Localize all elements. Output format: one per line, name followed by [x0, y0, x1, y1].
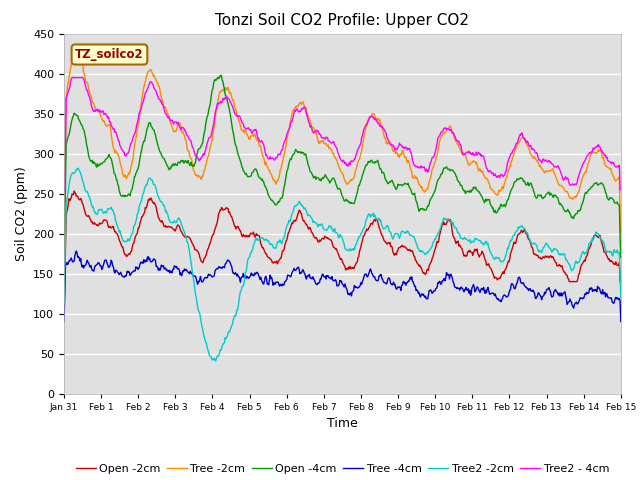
Open -2cm [617, 279, 625, 285]
Tree -4cm [72, 248, 80, 254]
Tree -2cm [256, 143, 264, 148]
Tree -2cm [72, 46, 79, 51]
Open -4cm [125, 192, 133, 197]
Tree -2cm [228, 97, 236, 103]
Tree2 - 4cm [60, 187, 68, 192]
Line: Open -2cm: Open -2cm [64, 191, 621, 282]
Open -4cm [217, 72, 225, 78]
Tree -2cm [126, 168, 134, 174]
Open -4cm [432, 185, 440, 191]
Tree -4cm [617, 319, 625, 324]
Text: TZ_soilco2: TZ_soilco2 [75, 48, 144, 61]
Tree2 - 4cm [401, 144, 408, 150]
Open -2cm [432, 244, 440, 250]
Open -4cm [60, 255, 68, 261]
Tree -2cm [432, 157, 440, 163]
Tree -4cm [277, 281, 285, 287]
Tree2 -2cm [60, 299, 68, 305]
Open -2cm [70, 188, 78, 194]
Tree -4cm [228, 268, 236, 274]
Open -2cm [126, 251, 134, 256]
Open -2cm [256, 236, 264, 242]
Open -2cm [277, 255, 285, 261]
Title: Tonzi Soil CO2 Profile: Upper CO2: Tonzi Soil CO2 Profile: Upper CO2 [216, 13, 469, 28]
Tree -4cm [60, 319, 68, 324]
Tree2 - 4cm [617, 187, 625, 192]
Tree2 -2cm [617, 295, 625, 300]
Line: Open -4cm: Open -4cm [64, 75, 621, 258]
Tree2 -2cm [229, 317, 237, 323]
Tree -2cm [277, 166, 285, 172]
Line: Tree -2cm: Tree -2cm [64, 48, 621, 234]
Tree2 - 4cm [126, 144, 134, 149]
X-axis label: Time: Time [327, 417, 358, 430]
Line: Tree2 - 4cm: Tree2 - 4cm [64, 78, 621, 190]
Open -2cm [401, 243, 408, 249]
Open -2cm [60, 279, 68, 285]
Tree2 - 4cm [68, 75, 76, 81]
Tree2 - 4cm [277, 148, 285, 154]
Open -2cm [228, 216, 236, 222]
Tree2 -2cm [74, 165, 82, 171]
Tree2 -2cm [401, 230, 409, 236]
Tree -4cm [126, 273, 134, 278]
Tree2 - 4cm [256, 139, 264, 145]
Tree2 -2cm [212, 358, 220, 364]
Line: Tree2 -2cm: Tree2 -2cm [64, 168, 621, 361]
Open -4cm [228, 126, 236, 132]
Open -4cm [401, 180, 408, 186]
Tree -2cm [401, 154, 408, 160]
Tree -4cm [432, 286, 440, 292]
Open -4cm [277, 195, 285, 201]
Tree2 -2cm [278, 241, 285, 247]
Tree -2cm [60, 231, 68, 237]
Open -4cm [256, 175, 264, 181]
Tree2 -2cm [126, 236, 134, 241]
Tree2 -2cm [257, 235, 264, 240]
Open -4cm [617, 255, 625, 261]
Y-axis label: Soil CO2 (ppm): Soil CO2 (ppm) [15, 166, 28, 261]
Legend: Open -2cm, Tree -2cm, Open -4cm, Tree -4cm, Tree2 -2cm, Tree2 - 4cm: Open -2cm, Tree -2cm, Open -4cm, Tree -4… [71, 459, 614, 478]
Tree2 -2cm [433, 233, 440, 239]
Tree -2cm [617, 231, 625, 237]
Tree -4cm [401, 281, 408, 287]
Tree2 - 4cm [432, 147, 440, 153]
Tree -4cm [256, 276, 264, 282]
Line: Tree -4cm: Tree -4cm [64, 251, 621, 322]
Tree2 - 4cm [228, 103, 236, 108]
